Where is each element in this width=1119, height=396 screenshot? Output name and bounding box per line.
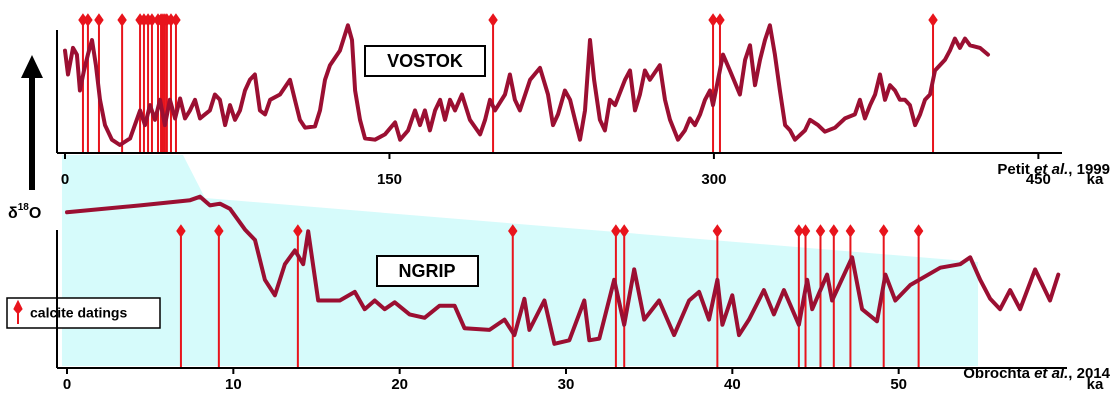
calcite-dating xyxy=(715,13,725,153)
legend-key xyxy=(13,299,23,324)
x-tick-label: 20 xyxy=(391,376,408,393)
y-label-element: O xyxy=(29,205,41,222)
legend: calcite datings xyxy=(6,297,161,329)
calcite-dating xyxy=(147,13,157,153)
citation: Petit et al., 1999 xyxy=(997,161,1110,178)
citation-author: Petit xyxy=(997,161,1030,178)
x-tick-label: 40 xyxy=(724,376,741,393)
x-tick-label: 0 xyxy=(63,376,71,393)
x-axis-label: ka xyxy=(1087,171,1104,188)
correlation-shade xyxy=(62,155,978,366)
citation-year: , 1999 xyxy=(1068,161,1110,178)
citation-etal: et al. xyxy=(1034,365,1068,382)
y-label-symbol: δ xyxy=(8,205,18,222)
title-box: VOSTOK xyxy=(364,45,486,77)
calcite-dating xyxy=(913,224,924,368)
citation-year: , 2014 xyxy=(1068,365,1110,382)
x-tick-label: 450 xyxy=(1026,171,1051,188)
x-tick-label: 50 xyxy=(890,376,907,393)
calcite-dating xyxy=(135,13,145,153)
calcite-dating xyxy=(815,224,826,368)
title-frame xyxy=(364,45,486,77)
x-axis-label: ka xyxy=(1087,376,1104,393)
x-tick-label: 150 xyxy=(377,171,402,188)
calcite-dating xyxy=(176,224,186,368)
title-frame xyxy=(376,255,479,287)
citation-author: Obrochta xyxy=(963,365,1030,382)
legend-label: calcite datings xyxy=(30,305,127,321)
calcite-dating xyxy=(712,224,723,368)
calcite-dating xyxy=(117,13,127,153)
title-box: NGRIP xyxy=(376,255,479,287)
calcite-dating xyxy=(143,13,153,153)
x-tick-label: 10 xyxy=(225,376,242,393)
y-label: δ18O xyxy=(8,202,41,223)
legend-frame xyxy=(6,297,161,329)
calcite-dating xyxy=(83,13,93,153)
citation: Obrochta et al., 2014 xyxy=(963,365,1110,382)
calcite-dating xyxy=(488,13,498,153)
x-tick-label: 30 xyxy=(558,376,575,393)
panel-title: NGRIP xyxy=(398,261,455,281)
citation-etal: et al. xyxy=(1034,161,1068,178)
calcite-dating xyxy=(166,13,176,153)
x-tick-label: 300 xyxy=(701,171,726,188)
calcite-dating xyxy=(800,224,811,368)
arrow-head xyxy=(21,55,43,78)
panel-title: VOSTOK xyxy=(387,51,463,71)
calcite-dating xyxy=(878,224,889,368)
data-line xyxy=(63,23,990,147)
calcite-dating xyxy=(619,224,629,368)
x-tick-label: 0 xyxy=(61,171,69,188)
calcite-dating xyxy=(171,13,181,153)
calcite-dating xyxy=(508,224,518,368)
data-line xyxy=(65,194,1061,346)
calcite-dating xyxy=(214,224,224,368)
calcite-dating xyxy=(611,224,621,368)
calcite-dating xyxy=(139,13,149,153)
y-label-sup: 18 xyxy=(18,202,30,213)
